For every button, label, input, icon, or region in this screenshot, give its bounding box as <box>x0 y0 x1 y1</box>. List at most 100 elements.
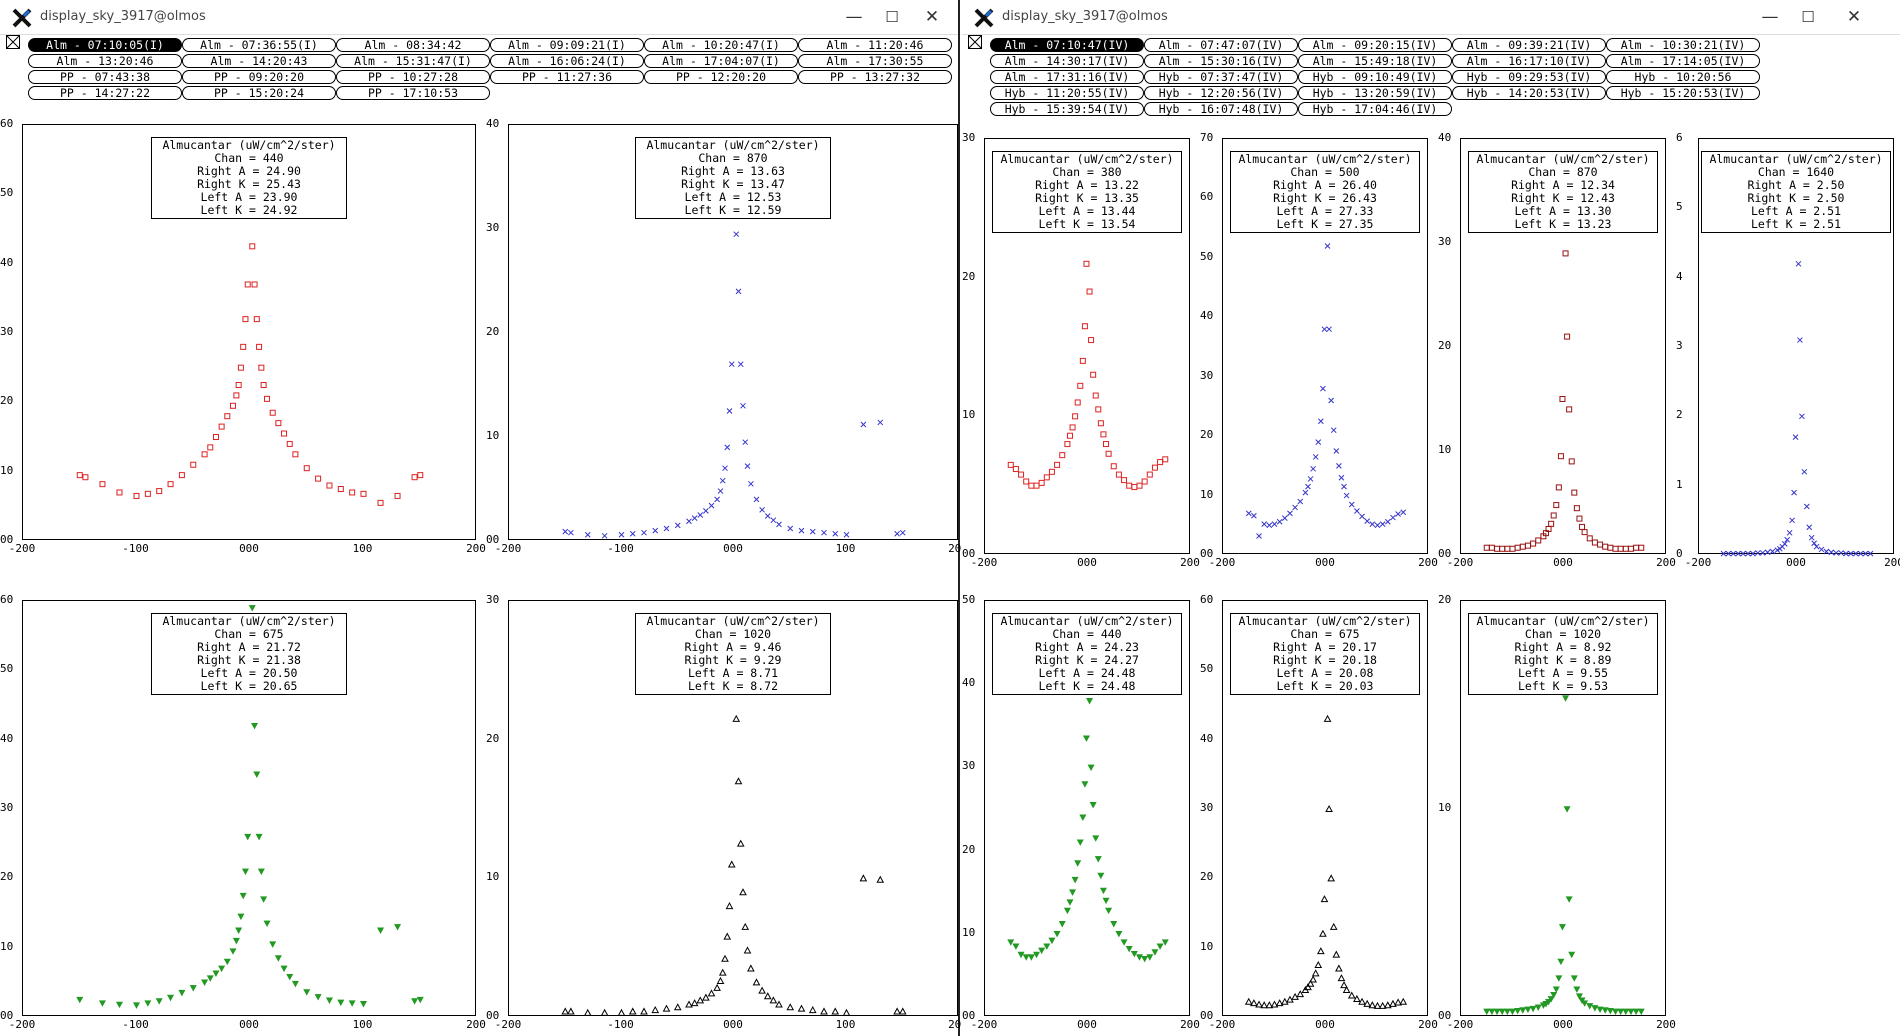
data-point <box>1730 550 1737 557</box>
measurement-button[interactable]: Alm - 14:20:43 <box>182 54 336 68</box>
data-point <box>1023 478 1030 485</box>
maximize-icon[interactable]: ☐ <box>1801 8 1815 26</box>
client-close-box-icon[interactable] <box>6 35 20 49</box>
measurement-button[interactable]: Alm - 13:20:46 <box>28 54 182 68</box>
measurement-button[interactable]: Alm - 10:30:21(IV) <box>1606 38 1760 52</box>
x-tick-label: 000 <box>723 542 743 555</box>
measurement-button[interactable]: Alm - 08:34:42 <box>336 38 490 52</box>
measurement-button[interactable]: Hyb - 09:29:53(IV) <box>1452 70 1606 84</box>
measurement-button[interactable]: Alm - 15:49:18(IV) <box>1298 54 1452 68</box>
measurement-button[interactable]: Hyb - 17:04:46(IV) <box>1298 102 1452 116</box>
measurement-button[interactable]: Hyb - 15:39:54(IV) <box>990 102 1144 116</box>
measurement-button[interactable]: PP - 10:27:28 <box>336 70 490 84</box>
measurement-button[interactable]: Hyb - 13:20:59(IV) <box>1298 86 1452 100</box>
measurement-button[interactable]: Alm - 17:30:55 <box>798 54 952 68</box>
data-point <box>1309 975 1317 983</box>
measurement-button[interactable]: Alm - 10:20:47(I) <box>644 38 798 52</box>
measurement-button[interactable]: Hyb - 12:20:56(IV) <box>1144 86 1298 100</box>
client-close-box-icon[interactable] <box>968 35 982 49</box>
plot-area: Almucantar (uW/cm^2/ster) Chan = 380 Right… <box>984 138 1190 554</box>
maximize-icon[interactable]: ☐ <box>885 8 899 26</box>
data-point <box>1535 537 1542 544</box>
measurement-button[interactable]: Hyb - 16:07:48(IV) <box>1144 102 1298 116</box>
measurement-button[interactable]: Alm - 16:17:10(IV) <box>1452 54 1606 68</box>
measurement-button[interactable]: Alm - 09:39:21(IV) <box>1452 38 1606 52</box>
data-point <box>685 1000 693 1008</box>
measurement-button[interactable]: PP - 12:20:20 <box>644 70 798 84</box>
measurement-button[interactable]: Alm - 15:31:47(I) <box>336 54 490 68</box>
measurement-button[interactable]: PP - 13:27:32 <box>798 70 952 84</box>
data-point <box>734 777 743 785</box>
measurement-button[interactable]: Alm - 07:47:07(IV) <box>1144 38 1298 52</box>
close-icon[interactable]: ✕ <box>1846 7 1862 27</box>
data-point <box>286 973 294 981</box>
stats-legend: Almucantar (uW/cm^2/ster) Chan = 1640 Righ… <box>1701 151 1891 233</box>
measurement-button[interactable]: Alm - 07:36:55(I) <box>182 38 336 52</box>
minimize-icon[interactable]: — <box>845 7 863 27</box>
y-tick-label: 40 <box>486 117 500 130</box>
x-tick-label: 200 <box>466 542 486 555</box>
measurement-button[interactable]: PP - 14:27:22 <box>28 86 182 100</box>
data-point <box>735 288 742 295</box>
window-1-titlebar[interactable]: display_sky_3917@olmos — ☐ ✕ <box>0 0 958 35</box>
y-tick-label: 60 <box>0 593 14 606</box>
measurement-button[interactable]: PP - 09:20:20 <box>182 70 336 84</box>
measurement-button[interactable]: PP - 15:20:24 <box>182 86 336 100</box>
y-tick-label: 00 <box>962 1009 976 1022</box>
data-point <box>1399 997 1408 1005</box>
window-2-titlebar[interactable]: display_sky_3917@olmos — ☐ ✕ <box>962 0 1900 35</box>
data-point <box>1135 954 1144 961</box>
measurement-button[interactable]: Hyb - 11:20:55(IV) <box>990 86 1144 100</box>
data-point <box>326 482 333 489</box>
measurement-button[interactable]: Alm - 17:04:07(I) <box>644 54 798 68</box>
data-point <box>1089 802 1097 809</box>
data-point <box>1032 951 1041 959</box>
data-point <box>237 364 244 371</box>
legend-left-k: Left K = 8.72 <box>687 679 778 693</box>
data-point <box>1336 463 1342 469</box>
scatter-plot-svg <box>1720 260 1874 557</box>
data-point <box>269 941 277 948</box>
y-tick-label: 60 <box>1200 190 1214 204</box>
measurement-button[interactable]: PP - 11:27:36 <box>490 70 644 84</box>
measurement-button[interactable]: Alm - 15:30:16(IV) <box>1144 54 1298 68</box>
y-tick-label: 50 <box>962 593 976 606</box>
data-point <box>728 361 735 368</box>
measurement-button[interactable]: Hyb - 14:20:53(IV) <box>1452 86 1606 100</box>
data-point <box>1563 806 1571 813</box>
measurement-button[interactable]: Alm - 16:06:24(I) <box>490 54 644 68</box>
data-point <box>360 490 367 497</box>
data-point <box>1038 947 1046 955</box>
data-point <box>1638 544 1645 551</box>
measurement-button[interactable]: Hyb - 09:10:49(IV) <box>1298 70 1452 84</box>
measurement-button[interactable]: Alm - 17:14:05(IV) <box>1606 54 1760 68</box>
data-point <box>752 978 761 986</box>
x-tick-label: -100 <box>607 1018 634 1031</box>
measurement-button[interactable]: Hyb - 10:20:56 <box>1606 70 1760 84</box>
data-point <box>1514 1007 1522 1015</box>
data-point <box>1389 999 1397 1007</box>
measurement-button[interactable]: Alm - 09:09:21(I) <box>490 38 644 52</box>
plot-area: Almucantar (uW/cm^2/ster) Chan = 870 Right… <box>1460 138 1666 554</box>
data-point <box>743 946 752 954</box>
legend-chan: Chan = 1020 <box>694 627 772 641</box>
measurement-button[interactable]: Hyb - 15:20:53(IV) <box>1606 86 1760 100</box>
data-point <box>1789 517 1795 524</box>
measurement-button[interactable]: Alm - 17:31:16(IV) <box>990 70 1144 84</box>
measurement-button[interactable]: Alm - 11:20:46 <box>798 38 952 52</box>
measurement-button[interactable]: PP - 07:43:38 <box>28 70 182 84</box>
close-icon[interactable]: ✕ <box>924 7 940 27</box>
measurement-button[interactable]: Hyb - 07:37:47(IV) <box>1144 70 1298 84</box>
measurement-button[interactable]: Alm - 07:10:05(I) <box>28 38 182 52</box>
minimize-icon[interactable]: — <box>1761 7 1779 27</box>
measurement-button[interactable]: Alm - 09:20:15(IV) <box>1298 38 1452 52</box>
measurement-button[interactable]: Alm - 14:30:17(IV) <box>990 54 1144 68</box>
data-point <box>1581 1000 1589 1007</box>
measurement-button[interactable]: PP - 17:10:53 <box>336 86 490 100</box>
data-point <box>736 839 745 847</box>
data-point <box>1053 931 1061 938</box>
measurement-button[interactable]: Alm - 07:10:47(IV) <box>990 38 1144 52</box>
data-point <box>1276 518 1283 525</box>
data-point <box>218 423 225 430</box>
legend-left-a: Left A = 9.55 <box>1517 666 1608 680</box>
